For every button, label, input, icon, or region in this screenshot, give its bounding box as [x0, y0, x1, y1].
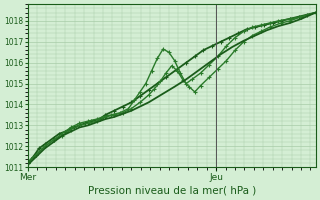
X-axis label: Pression niveau de la mer( hPa ): Pression niveau de la mer( hPa ): [88, 186, 256, 196]
